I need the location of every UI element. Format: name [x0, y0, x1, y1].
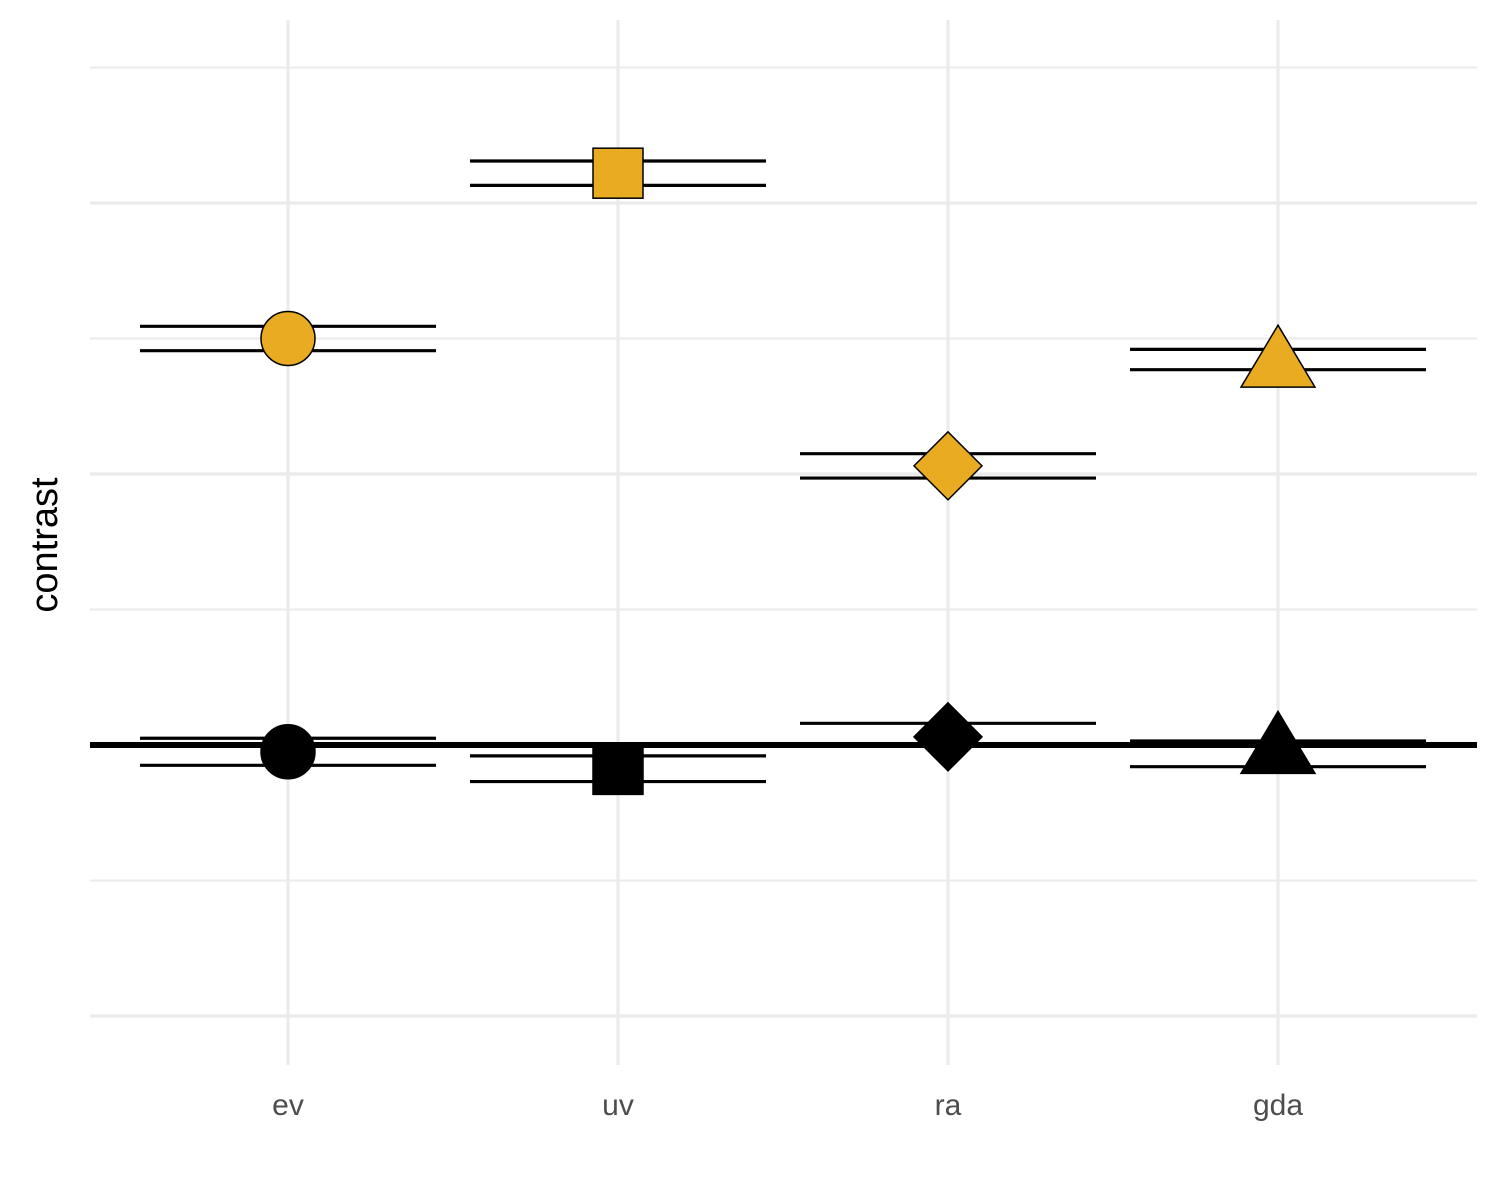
- point-gda: [1239, 323, 1317, 388]
- grid-lines: [90, 20, 1477, 1065]
- point-uv: [592, 743, 644, 796]
- point-uv: [592, 147, 644, 199]
- point-ev: [260, 724, 316, 780]
- x-tick-label-ra: ra: [935, 1089, 962, 1122]
- data-marks: [140, 147, 1426, 796]
- point-ra: [912, 701, 984, 772]
- series-0: [140, 147, 1426, 501]
- point-ev: [260, 310, 316, 367]
- x-axis-tick-labels: ev uv ra gda: [272, 1089, 1303, 1122]
- x-tick-label-ev: ev: [272, 1089, 304, 1122]
- point-ra: [912, 430, 984, 501]
- y-axis-title: contrast: [24, 477, 66, 613]
- x-tick-label-uv: uv: [602, 1089, 634, 1122]
- point-gda: [1239, 709, 1317, 775]
- series-1: [140, 701, 1426, 796]
- x-tick-label-gda: gda: [1253, 1089, 1303, 1122]
